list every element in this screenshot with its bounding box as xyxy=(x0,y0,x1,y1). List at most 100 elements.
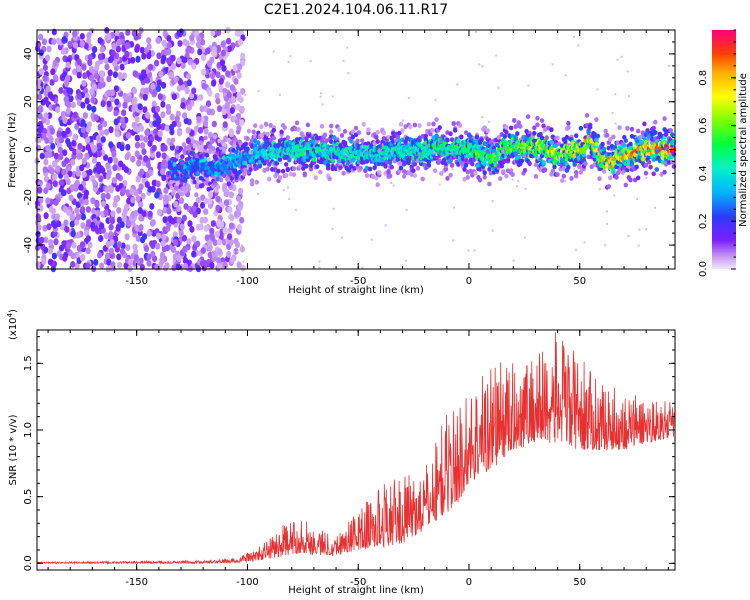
spectrogram-cell xyxy=(85,262,91,270)
spectrogram-cell xyxy=(280,162,283,164)
spectrogram-cell xyxy=(465,175,470,180)
spectrogram-cell xyxy=(313,175,318,181)
spectrogram-cell xyxy=(573,167,576,170)
spectrogram-cell xyxy=(267,176,272,182)
spectrogram-cell xyxy=(215,204,221,212)
spectrogram-cell xyxy=(318,260,321,263)
spectrogram-cell xyxy=(228,128,234,136)
spectrogram-cell xyxy=(177,40,183,47)
spectrogram-cell xyxy=(139,74,145,81)
spectrogram-cell xyxy=(132,243,138,251)
spectrogram-cell xyxy=(170,246,176,253)
spectrogram-cell xyxy=(257,192,259,195)
spectrogram-cell xyxy=(160,168,166,176)
spectrogram-cell xyxy=(41,132,47,140)
spectrogram-cell xyxy=(535,122,540,128)
spectrogram-cell xyxy=(50,143,56,150)
spectrogram-cell xyxy=(94,227,101,235)
spectrogram-cell xyxy=(473,249,476,252)
spectrogram-cell xyxy=(358,165,363,171)
spectrogram-cell xyxy=(405,208,408,211)
spectrogram-cell xyxy=(78,184,84,191)
spectrogram-cell xyxy=(76,213,82,221)
spectrogram-cell xyxy=(95,135,101,142)
spectrogram-cell xyxy=(189,226,195,233)
spectrogram-cell xyxy=(38,49,44,57)
spectrogram-cell xyxy=(239,245,245,253)
spectrogram-cell xyxy=(614,122,617,125)
spectrogram-cell xyxy=(481,116,484,119)
spectrogram-cell xyxy=(574,133,579,139)
spectrogram-cell xyxy=(233,78,239,85)
spectrogram-cell xyxy=(65,127,71,135)
spectrogram-cell xyxy=(150,82,156,90)
spectrogram-cell xyxy=(80,126,86,134)
spectrogram-cell xyxy=(176,121,182,128)
spectrogram-cell xyxy=(642,121,647,127)
spectrogram-cell xyxy=(623,138,628,144)
spectrogram-cell xyxy=(157,130,163,138)
spectrogram-cell xyxy=(191,205,197,213)
spectrogram-cell xyxy=(161,39,167,47)
spectrogram-cell xyxy=(219,59,226,67)
spectrogram-cell xyxy=(525,114,531,119)
spectrogram-cell xyxy=(408,124,413,130)
spectrogram-cell xyxy=(239,105,245,113)
spectrogram-cell xyxy=(601,146,607,152)
spectrogram-cell xyxy=(566,165,571,170)
spectrogram-cell xyxy=(85,219,92,226)
spectrogram-cell xyxy=(353,125,359,131)
spectrogram-cell xyxy=(116,38,122,46)
spectrogram-cell xyxy=(133,34,139,41)
spectrogram-cell xyxy=(228,191,234,199)
spectrogram-cell xyxy=(549,127,554,133)
spectrogram-cell xyxy=(138,224,144,231)
spectrogram-cell xyxy=(97,37,103,44)
spectrogram-cell xyxy=(113,195,119,203)
spectrogram-cell xyxy=(401,174,407,179)
spectrogram-cell xyxy=(278,93,281,96)
spectrogram-cell xyxy=(67,40,73,48)
spectrogram-cell xyxy=(62,254,68,262)
spectrogram-cell xyxy=(136,159,142,167)
spectrogram-cell xyxy=(66,141,72,148)
spectrogram-cell xyxy=(74,207,80,214)
spectrogram-cell xyxy=(569,176,574,181)
spectrogram-cell xyxy=(47,258,54,266)
spectrogram-cell xyxy=(221,108,227,116)
spectrogram-cell xyxy=(108,141,114,149)
spectrogram-cell xyxy=(452,239,455,242)
spectrogram-cell xyxy=(113,85,119,92)
spectrogram-cell xyxy=(72,111,78,119)
spectrogram-cell xyxy=(106,169,112,177)
spectrogram-cell xyxy=(64,226,70,233)
spectrogram-cell xyxy=(39,236,45,244)
spectrogram-cell xyxy=(491,229,494,232)
spectrogram-cell xyxy=(456,83,459,86)
spectrogram-cell xyxy=(453,127,458,133)
spectrogram-cell xyxy=(98,82,104,89)
spectrogram-cell xyxy=(239,119,245,126)
spectrogram-cell xyxy=(52,180,58,188)
spectrogram-cell xyxy=(106,75,112,83)
spectrogram-cell xyxy=(459,134,464,140)
spectrogram-cell xyxy=(204,152,210,158)
spectrogram-cell xyxy=(206,108,212,116)
spectrogram-cell xyxy=(107,156,113,164)
spectrogram-cell xyxy=(43,96,49,104)
spectrogram-cell xyxy=(211,120,217,128)
spectrogram-cell xyxy=(56,220,62,228)
spectrogram-cell xyxy=(93,114,99,122)
spectrogram-cell xyxy=(146,253,152,261)
spectrogram-cell xyxy=(361,121,366,127)
spectrogram-cell xyxy=(119,248,125,255)
spectrogram-cell xyxy=(577,44,580,47)
spectrogram-cell xyxy=(341,170,346,176)
spectrogram-cell xyxy=(229,256,235,264)
spectrogram-cell xyxy=(449,137,455,143)
spectrogram-cell xyxy=(172,239,179,246)
spectrogram-cell xyxy=(229,107,235,114)
spectrogram-cell xyxy=(336,127,342,132)
spectrogram-cell xyxy=(105,217,111,225)
spectrogram-cell xyxy=(197,126,204,134)
